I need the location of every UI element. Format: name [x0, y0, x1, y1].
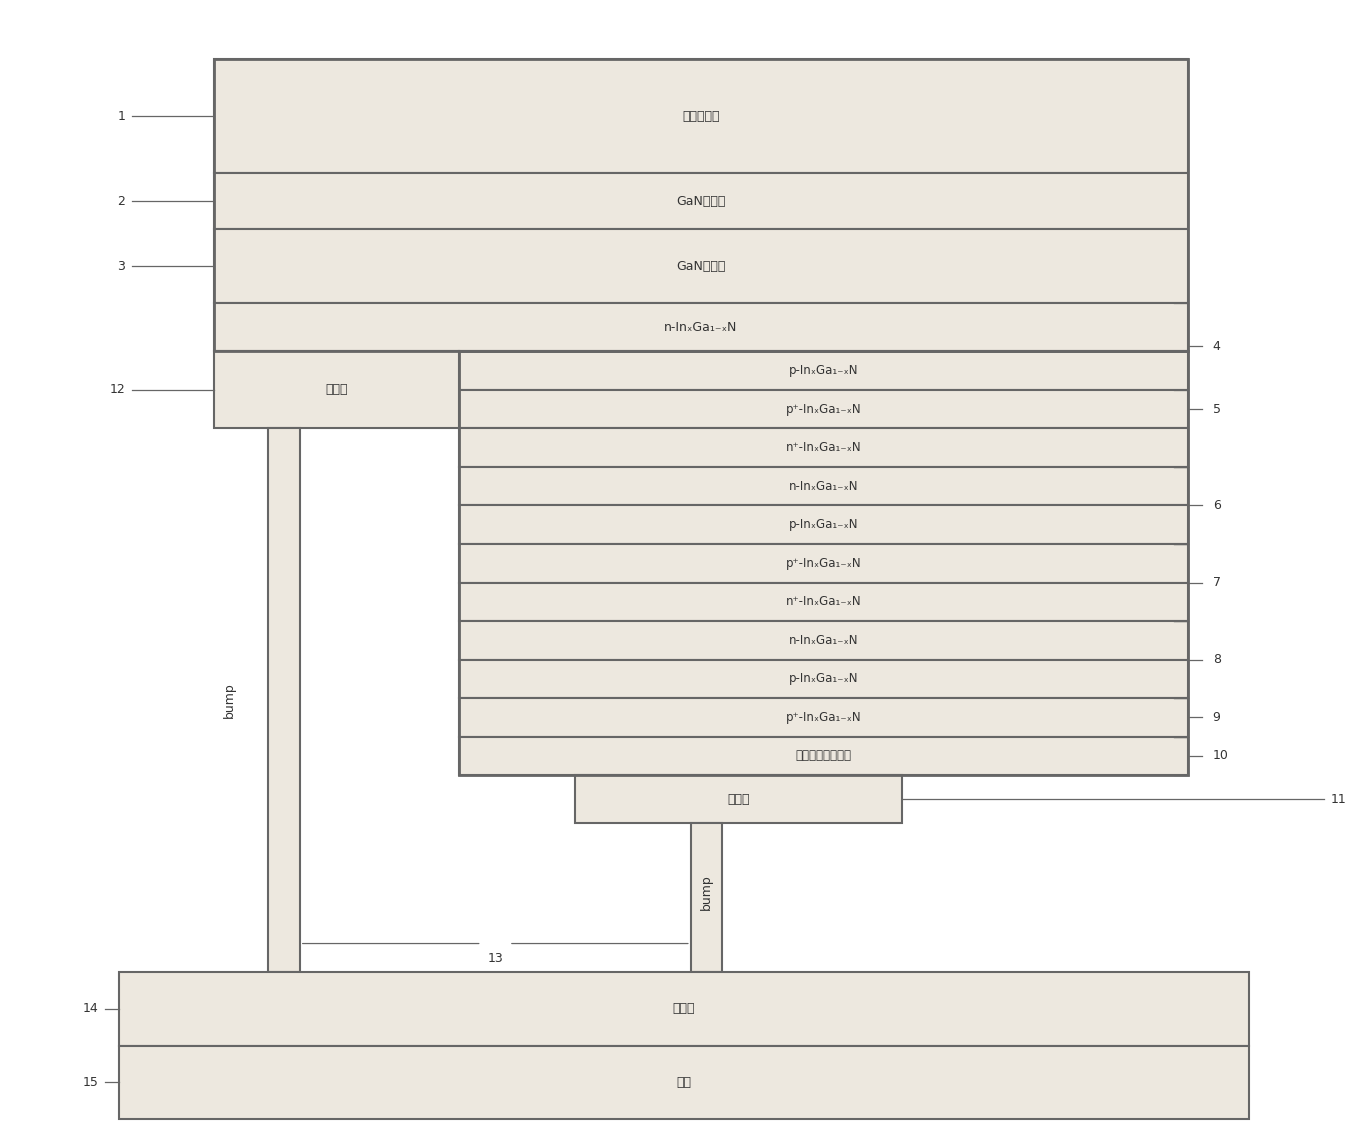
Bar [460, 544, 1187, 582]
Text: 载体: 载体 [677, 1076, 691, 1089]
Bar [213, 229, 1187, 303]
Text: 14: 14 [82, 1002, 98, 1015]
Bar [460, 621, 1187, 659]
Bar [119, 972, 1249, 1046]
Text: 3: 3 [118, 260, 126, 273]
Bar [119, 1046, 1249, 1120]
Text: p-InₓGa₁₋ₓN: p-InₓGa₁₋ₓN [789, 364, 858, 377]
Bar [460, 737, 1187, 776]
Bar [460, 659, 1187, 698]
Text: bump: bump [700, 874, 713, 910]
Text: 8: 8 [1212, 653, 1220, 666]
Bar [691, 823, 722, 972]
Text: 半透明电流扩展层: 半透明电流扩展层 [796, 749, 852, 762]
Text: 正电极: 正电极 [728, 793, 750, 805]
Text: p⁺-InₓGa₁₋ₓN: p⁺-InₓGa₁₋ₓN [785, 711, 862, 724]
Text: 1: 1 [118, 109, 126, 123]
Bar [213, 351, 460, 428]
Text: 12: 12 [109, 384, 126, 396]
Text: 反射层: 反射层 [673, 1002, 695, 1015]
Text: 13: 13 [487, 952, 503, 965]
Text: p⁺-InₓGa₁₋ₓN: p⁺-InₓGa₁₋ₓN [785, 557, 862, 570]
Text: 6: 6 [1212, 499, 1220, 511]
Bar [460, 582, 1187, 621]
Text: 11: 11 [1331, 793, 1347, 805]
Text: p-InₓGa₁₋ₓN: p-InₓGa₁₋ₓN [789, 518, 858, 531]
Text: 负电极: 负电极 [326, 384, 347, 396]
Text: p-InₓGa₁₋ₓN: p-InₓGa₁₋ₓN [789, 672, 858, 686]
Bar [460, 506, 1187, 544]
Bar [460, 351, 1187, 390]
Text: 5: 5 [1212, 402, 1220, 416]
Bar [460, 467, 1187, 506]
Bar [460, 698, 1187, 737]
Bar [213, 173, 1187, 229]
Text: n-InₓGa₁₋ₓN: n-InₓGa₁₋ₓN [789, 633, 858, 647]
Text: 4: 4 [1212, 341, 1220, 353]
Text: n⁺-InₓGa₁₋ₓN: n⁺-InₓGa₁₋ₓN [785, 441, 862, 454]
Text: p⁺-InₓGa₁₋ₓN: p⁺-InₓGa₁₋ₓN [785, 402, 862, 416]
Text: n-InₓGa₁₋ₓN: n-InₓGa₁₋ₓN [789, 480, 858, 493]
Text: GaN成核层: GaN成核层 [676, 195, 725, 207]
Text: bump: bump [223, 682, 237, 718]
Text: 9: 9 [1212, 711, 1220, 724]
Text: 7: 7 [1212, 576, 1220, 589]
Text: 10: 10 [1212, 749, 1228, 762]
Bar [460, 351, 1187, 776]
Bar [213, 59, 1187, 173]
Text: n-InₓGa₁₋ₓN: n-InₓGa₁₋ₓN [665, 321, 737, 334]
Text: 蓝宝石衢底: 蓝宝石衢底 [683, 109, 720, 123]
Bar [575, 776, 902, 823]
Text: 2: 2 [118, 195, 126, 207]
Bar [460, 390, 1187, 428]
Bar [460, 428, 1187, 467]
Bar [213, 303, 1187, 351]
Bar [268, 428, 300, 972]
Bar [213, 59, 1187, 351]
Text: GaN缓冲层: GaN缓冲层 [676, 260, 725, 273]
Text: 15: 15 [82, 1076, 98, 1089]
Text: n⁺-InₓGa₁₋ₓN: n⁺-InₓGa₁₋ₓN [785, 596, 862, 608]
